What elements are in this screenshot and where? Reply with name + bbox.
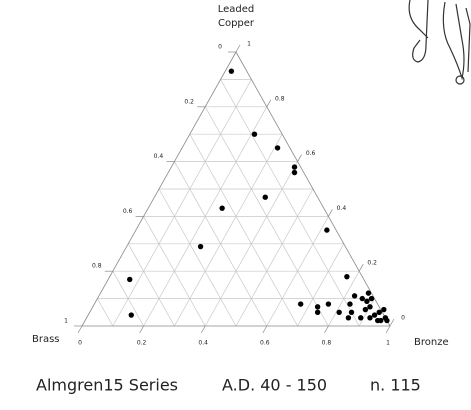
data-point (358, 315, 364, 321)
caption: n. 115 (370, 376, 421, 395)
right-label: Bronze (414, 337, 449, 348)
data-point (381, 306, 387, 313)
left-label: Brass (32, 334, 60, 345)
right-tick-label: 0.6 (306, 150, 316, 157)
data-point (351, 293, 358, 299)
grid-line (266, 216, 329, 327)
right-tick-label: 0.4 (337, 205, 347, 212)
tick-mark (235, 44, 241, 53)
bottom-tick-label: 0.6 (260, 340, 270, 347)
tick-mark (297, 154, 302, 162)
grid-line (220, 79, 360, 327)
caption: Almgren15 Series (36, 376, 178, 395)
bottom-tick-label: 0.4 (198, 340, 208, 347)
left-tick-label: 1 (64, 318, 68, 325)
data-point (314, 309, 321, 315)
tick-mark (139, 325, 144, 334)
right-tick-label: 0.8 (275, 95, 285, 102)
data-point (359, 295, 365, 302)
grid-line (97, 298, 114, 327)
top-label: Copper (218, 18, 255, 29)
data-point (348, 309, 355, 315)
grid-line (143, 216, 206, 327)
tick-mark (262, 325, 268, 334)
data-point (364, 298, 370, 305)
bottom-tick-label: 0.2 (137, 340, 147, 347)
triangle-frame (81, 51, 391, 327)
data-point (365, 290, 372, 296)
grid-line (112, 79, 252, 327)
data-point (367, 304, 373, 310)
grid-line (174, 134, 283, 327)
grid-line (297, 243, 345, 327)
tick-mark (389, 318, 395, 327)
tick-mark (358, 264, 364, 272)
caption: A.D. 40 - 150 (222, 376, 327, 395)
left-tick-label: 0.6 (123, 208, 133, 215)
data-point (127, 276, 133, 283)
left-tick-label: 0.2 (184, 98, 194, 105)
data-point (325, 301, 332, 307)
left-tick-label: 0.8 (92, 263, 102, 270)
grid-line (328, 271, 360, 327)
data-point (384, 317, 390, 324)
tick-mark (77, 325, 83, 334)
data-point (228, 68, 235, 74)
grid-line (158, 188, 237, 327)
tick-mark (328, 209, 333, 217)
grid-line (189, 134, 298, 327)
data-point (291, 169, 298, 176)
data-point (297, 301, 304, 307)
data-point (336, 309, 342, 315)
right-tick-label: 0 (401, 315, 405, 322)
data-point (251, 131, 258, 137)
bottom-tick-label: 0 (78, 340, 82, 347)
data-point (291, 164, 298, 170)
tick-mark (266, 99, 272, 107)
left-tick-label: 0 (218, 44, 222, 51)
data-point (345, 315, 352, 321)
data-point (314, 304, 321, 310)
grid-line (127, 243, 175, 327)
bottom-tick-label: 1 (386, 340, 390, 347)
data-point (274, 145, 281, 151)
tick-mark (385, 325, 391, 334)
data-point (128, 312, 134, 318)
top-label: Leaded (218, 4, 255, 15)
bottom-tick-label: 0.8 (322, 340, 332, 347)
grid-line (235, 188, 314, 327)
right-tick-label: 0.2 (367, 260, 377, 267)
tick-mark (200, 325, 206, 334)
right-tick-label: 1 (247, 41, 251, 48)
data-point (367, 315, 373, 321)
data-point (371, 312, 378, 318)
left-tick-label: 0.4 (154, 153, 164, 160)
data-point (344, 273, 350, 280)
data-point (197, 243, 204, 250)
data-point (362, 306, 369, 313)
tick-mark (324, 325, 329, 334)
fibula-drawing (408, 0, 471, 85)
data-point (368, 295, 375, 302)
data-point (262, 194, 268, 200)
grid-line (358, 298, 375, 327)
data-point (374, 317, 381, 324)
data-point (376, 309, 382, 315)
data-point (219, 205, 225, 211)
data-point (347, 301, 353, 307)
grid-line (112, 271, 144, 327)
data-point (324, 227, 330, 233)
